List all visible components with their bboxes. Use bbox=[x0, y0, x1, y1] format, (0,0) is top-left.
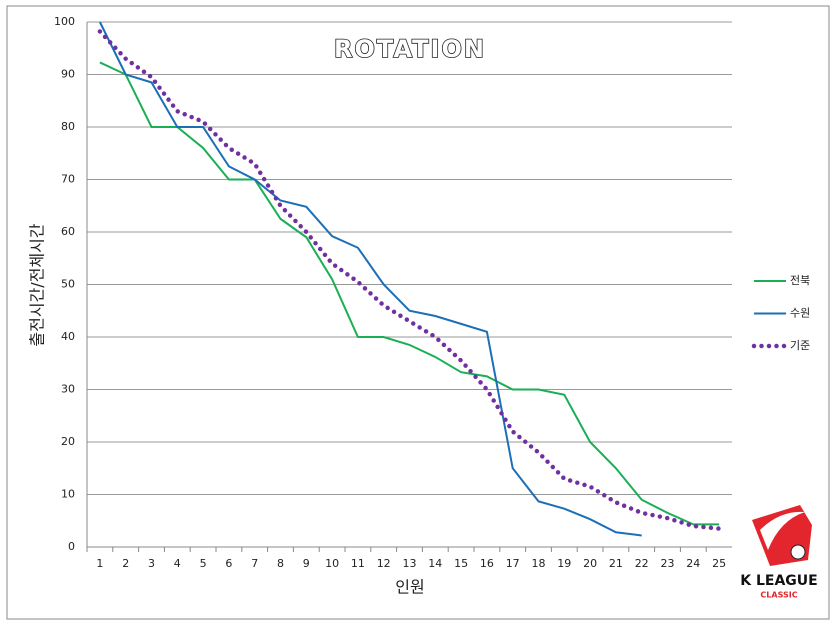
y-tick-label: 50 bbox=[61, 278, 75, 291]
x-tick-label: 12 bbox=[377, 557, 391, 570]
logo-ball bbox=[790, 544, 806, 560]
x-tick-label: 14 bbox=[428, 557, 442, 570]
x-tick-label: 24 bbox=[686, 557, 700, 570]
x-tick-label: 3 bbox=[148, 557, 155, 570]
x-tick-label: 7 bbox=[251, 557, 258, 570]
chart-title: ROTATION bbox=[334, 35, 486, 63]
x-tick-label: 23 bbox=[661, 557, 675, 570]
y-tick-label: 20 bbox=[61, 435, 75, 448]
logo-text: K LEAGUE bbox=[740, 573, 817, 589]
x-tick-label: 11 bbox=[351, 557, 365, 570]
x-tick-label: 25 bbox=[712, 557, 726, 570]
y-tick-label: 90 bbox=[61, 68, 75, 81]
x-tick-label: 1 bbox=[96, 557, 103, 570]
y-tick-label: 100 bbox=[54, 15, 75, 28]
series-line bbox=[99, 21, 642, 537]
x-tick-label: 2 bbox=[122, 557, 129, 570]
y-axis-label: 출전시간/전체시간 bbox=[28, 223, 47, 346]
legend-label: 수원 bbox=[790, 307, 810, 320]
x-tick-label: 13 bbox=[403, 557, 417, 570]
y-tick-label: 40 bbox=[61, 330, 75, 343]
x-tick-label: 8 bbox=[277, 557, 284, 570]
x-tick-label: 5 bbox=[200, 557, 207, 570]
x-tick-label: 20 bbox=[583, 557, 597, 570]
y-tick-label: 80 bbox=[61, 120, 75, 133]
x-tick-label: 6 bbox=[225, 557, 232, 570]
x-axis-label: 인원 bbox=[395, 578, 424, 597]
x-tick-label: 22 bbox=[635, 557, 649, 570]
x-tick-label: 9 bbox=[303, 557, 310, 570]
legend-label: 전북 bbox=[790, 274, 810, 287]
series-line bbox=[97, 29, 722, 531]
x-tick-label: 15 bbox=[454, 557, 468, 570]
x-tick-label: 17 bbox=[506, 557, 520, 570]
y-tick-label: 10 bbox=[61, 488, 75, 501]
y-tick-label: 60 bbox=[61, 225, 75, 238]
y-tick-label: 0 bbox=[68, 540, 75, 553]
logo-subtext: CLASSIC bbox=[760, 591, 797, 600]
y-tick-label: 70 bbox=[61, 173, 75, 186]
x-tick-label: 10 bbox=[325, 557, 339, 570]
logo-swoosh bbox=[760, 511, 805, 550]
logo: K LEAGUE CLASSIC bbox=[740, 505, 818, 600]
legend-label: 기준 bbox=[790, 339, 810, 352]
x-tick-label: 16 bbox=[480, 557, 494, 570]
series-line bbox=[99, 61, 720, 526]
y-tick-label: 30 bbox=[61, 383, 75, 396]
x-tick-label: 19 bbox=[557, 557, 571, 570]
x-tick-label: 18 bbox=[532, 557, 546, 570]
x-tick-label: 21 bbox=[609, 557, 623, 570]
x-tick-label: 4 bbox=[174, 557, 181, 570]
